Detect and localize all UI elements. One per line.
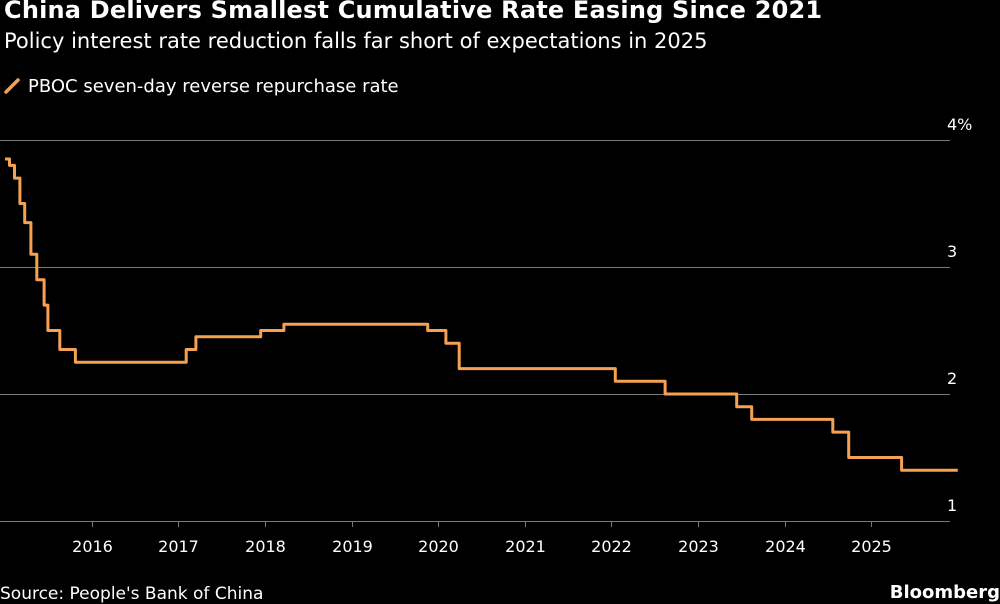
- legend-label: PBOC seven-day reverse repurchase rate: [28, 75, 399, 97]
- y-axis-labels: 1 2 3 4%: [947, 115, 972, 515]
- legend: PBOC seven-day reverse repurchase rate: [4, 74, 399, 98]
- y-tick-label: 3: [947, 242, 957, 261]
- x-tick-label: 2019: [332, 537, 373, 556]
- y-tick-label: 4%: [947, 115, 972, 134]
- x-axis: 2016 2017 2018 2019 2020 2021 2022 2023 2024 2025: [0, 521, 950, 556]
- series-line-0: [5, 157, 958, 472]
- gridlines: [0, 140, 950, 395]
- series-layer: [5, 157, 958, 472]
- x-tick-label: 2024: [765, 537, 806, 556]
- bloomberg-logo: Bloomberg: [889, 582, 1000, 603]
- y-tick-label: 1: [947, 496, 957, 515]
- x-tick-label: 2022: [591, 537, 632, 556]
- x-tick-label: 2016: [72, 537, 113, 556]
- chart-subtitle: Policy interest rate reduction falls far…: [4, 29, 708, 53]
- x-tick-label: 2017: [158, 537, 199, 556]
- x-tick-label: 2018: [245, 537, 286, 556]
- x-tick-label: 2023: [678, 537, 719, 556]
- chart-title: China Delivers Smallest Cumulative Rate …: [4, 0, 823, 24]
- legend-swatch-icon: [4, 78, 20, 94]
- y-tick-label: 2: [947, 369, 957, 388]
- x-tick-label: 2020: [418, 537, 459, 556]
- x-tick-label: 2025: [851, 537, 892, 556]
- source-note: Source: People's Bank of China: [0, 584, 264, 604]
- x-tick-label: 2021: [505, 537, 546, 556]
